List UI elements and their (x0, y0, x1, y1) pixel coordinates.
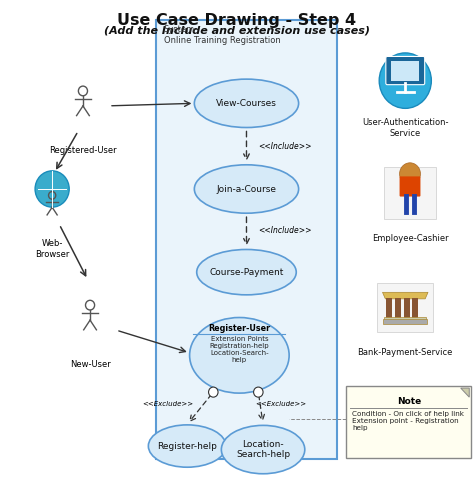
Text: Course-Payment: Course-Payment (210, 268, 283, 277)
Text: Registered-User: Registered-User (49, 146, 117, 155)
Text: <<Include>>: <<Include>> (258, 142, 312, 151)
Ellipse shape (194, 165, 299, 213)
Text: Register-help: Register-help (157, 442, 217, 451)
Ellipse shape (221, 425, 305, 474)
FancyBboxPatch shape (412, 298, 418, 318)
Circle shape (35, 171, 69, 207)
Text: <<Exclude>>: <<Exclude>> (255, 401, 306, 407)
Text: Location-
Search-help: Location- Search-help (236, 440, 290, 459)
FancyBboxPatch shape (395, 298, 401, 318)
Text: New-User: New-User (70, 360, 110, 369)
FancyBboxPatch shape (400, 176, 420, 197)
FancyBboxPatch shape (386, 56, 425, 85)
Text: Bank-Payment-Service: Bank-Payment-Service (357, 348, 453, 357)
Ellipse shape (190, 318, 289, 393)
Text: Web-
Browser: Web- Browser (35, 239, 69, 259)
Text: System-
Online Training Registration: System- Online Training Registration (164, 25, 280, 44)
Text: Condition - On click of help link
Extension point - Registration
help: Condition - On click of help link Extens… (352, 411, 464, 431)
FancyBboxPatch shape (386, 298, 392, 318)
Circle shape (400, 163, 420, 185)
Circle shape (209, 387, 218, 397)
FancyBboxPatch shape (383, 319, 427, 324)
FancyBboxPatch shape (391, 61, 419, 81)
Text: Use Case Drawing - Step 4: Use Case Drawing - Step 4 (118, 13, 356, 28)
Ellipse shape (148, 425, 226, 467)
Text: View-Courses: View-Courses (216, 99, 277, 108)
Ellipse shape (197, 249, 296, 295)
Text: Extension Points
Registration-help
Location-Search-
help: Extension Points Registration-help Locat… (210, 336, 269, 363)
Polygon shape (383, 292, 428, 299)
Text: Employee-Cashier: Employee-Cashier (372, 234, 448, 243)
FancyBboxPatch shape (377, 283, 433, 332)
Text: <<Exclude>>: <<Exclude>> (143, 401, 194, 407)
Text: Register-User: Register-User (208, 324, 271, 333)
FancyBboxPatch shape (404, 298, 410, 318)
FancyBboxPatch shape (384, 317, 426, 320)
FancyBboxPatch shape (346, 386, 471, 458)
Text: Join-a-Course: Join-a-Course (217, 184, 276, 194)
Text: (Add the Include and extension use cases): (Add the Include and extension use cases… (104, 25, 370, 35)
Ellipse shape (194, 79, 299, 128)
Text: <<Include>>: <<Include>> (258, 226, 312, 235)
Circle shape (254, 387, 263, 397)
Circle shape (379, 53, 431, 108)
Text: User-Authentication-
Service: User-Authentication- Service (362, 118, 448, 138)
Polygon shape (461, 388, 469, 397)
FancyBboxPatch shape (384, 167, 436, 219)
Text: Note: Note (397, 397, 421, 406)
FancyBboxPatch shape (156, 20, 337, 459)
